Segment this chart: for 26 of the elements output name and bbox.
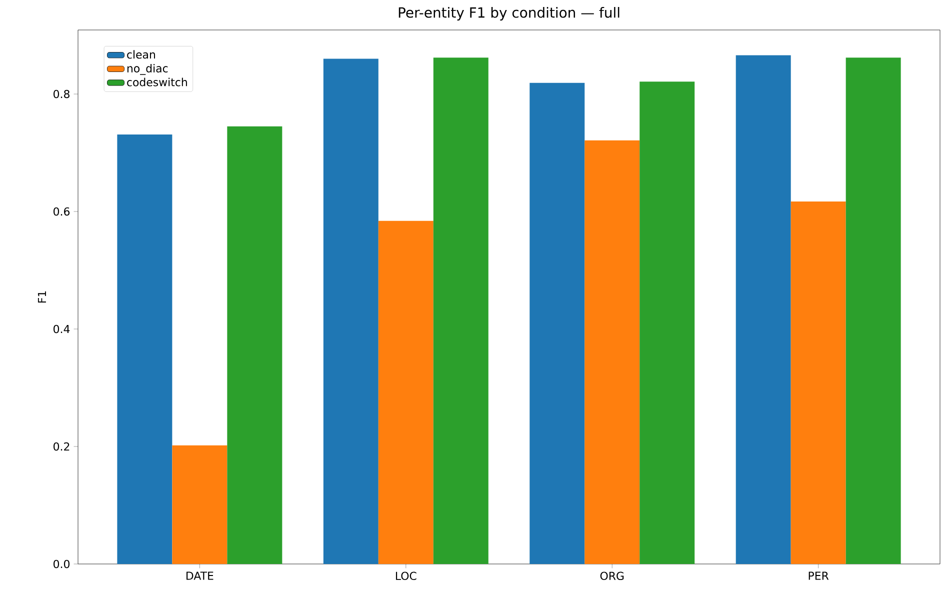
bar — [736, 55, 791, 564]
y-axis-title: F1 — [38, 291, 46, 303]
y-tick-label: 0.2 — [54, 442, 70, 451]
bar — [227, 126, 282, 564]
bar — [640, 82, 695, 564]
y-tick-label: 0.6 — [54, 207, 70, 216]
bar — [584, 140, 640, 564]
chart-title: Per-entity F1 by condition — full — [398, 6, 620, 20]
legend-label: codeswitch — [127, 78, 187, 86]
y-tick-label: 0.8 — [54, 90, 70, 98]
bar — [378, 220, 434, 564]
x-tick-label: DATE — [186, 572, 214, 580]
legend-label: no_diac — [127, 64, 168, 75]
x-tick-label: LOC — [396, 572, 416, 580]
bar — [846, 58, 901, 564]
x-tick-label: PER — [808, 572, 829, 580]
bar — [530, 82, 585, 564]
y-tick-label: 0.0 — [54, 560, 70, 568]
y-tick-label: 0.4 — [54, 324, 70, 334]
legend-label: clean — [127, 50, 155, 59]
bar — [117, 134, 172, 564]
bar — [790, 202, 846, 564]
bar — [172, 445, 228, 564]
x-tick-label: ORG — [600, 572, 624, 580]
bar — [433, 58, 488, 564]
bar — [323, 58, 378, 564]
